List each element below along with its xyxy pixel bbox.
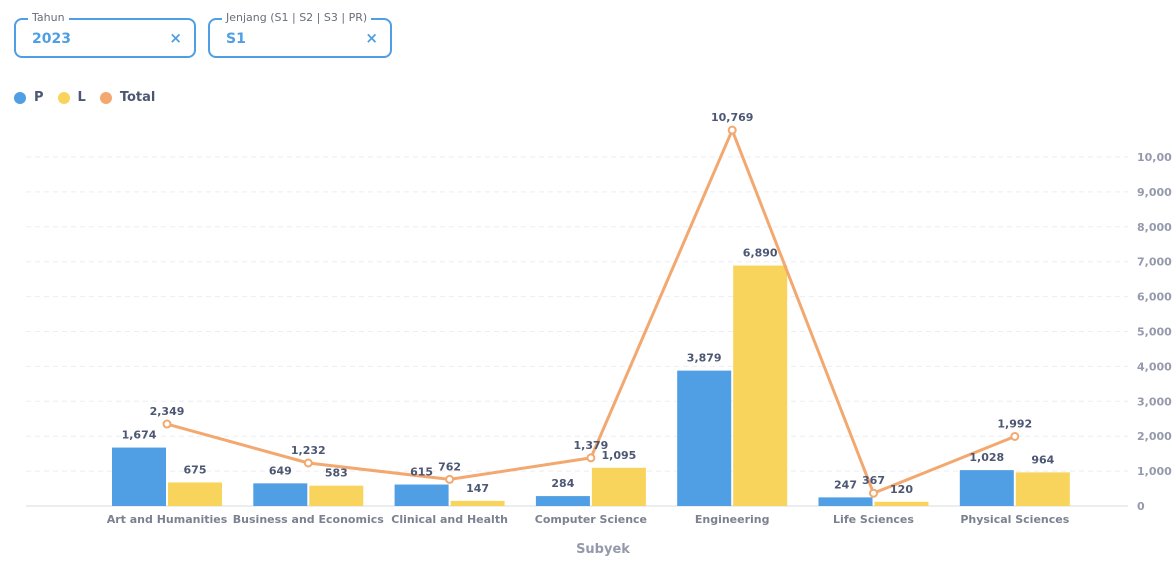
- bar-l: [450, 500, 505, 506]
- bar-l: [309, 485, 364, 506]
- legend-item-l[interactable]: L: [57, 90, 86, 105]
- level-filter[interactable]: Jenjang (S1 | S2 | S3 | PR) S1 ×: [208, 11, 392, 58]
- legend-label-p: P: [34, 90, 44, 105]
- data-label-l: 964: [1031, 453, 1054, 466]
- y-tick-label: 8,000: [1137, 221, 1172, 234]
- data-label-p: 615: [410, 466, 433, 479]
- y-tick-label: 4,000: [1137, 360, 1172, 373]
- data-label-l: 1,095: [602, 449, 637, 462]
- y-tick-label: 1,000: [1137, 465, 1172, 478]
- y-tick-label: 6,000: [1137, 291, 1172, 304]
- x-tick-label: Computer Science: [535, 513, 647, 526]
- bar-p: [394, 484, 449, 506]
- x-tick-label: Business and Economics: [233, 513, 384, 526]
- bar-l: [168, 482, 222, 506]
- y-tick-label: 9,000: [1137, 186, 1172, 199]
- year-filter[interactable]: Tahun 2023 ×: [14, 11, 196, 58]
- point-total: [727, 125, 737, 135]
- x-tick-label: Clinical and Health: [391, 513, 508, 526]
- year-filter-value: 2023: [32, 31, 71, 47]
- y-tick-label: 10,000: [1137, 151, 1172, 164]
- legend-label-l: L: [77, 90, 86, 105]
- data-label-total: 2,349: [150, 405, 185, 418]
- data-label-p: 1,674: [122, 429, 157, 442]
- y-tick-label: 0: [1137, 500, 1145, 513]
- level-filter-value: S1: [226, 31, 246, 47]
- point-total: [162, 419, 172, 429]
- data-label-p: 3,879: [687, 352, 722, 365]
- data-label-l: 675: [184, 463, 207, 476]
- legend-item-total[interactable]: Total: [99, 90, 156, 105]
- y-tick-label: 5,000: [1137, 326, 1172, 339]
- clear-year-icon[interactable]: ×: [169, 29, 182, 47]
- clear-level-icon[interactable]: ×: [365, 29, 378, 47]
- data-label-l: 120: [890, 483, 913, 496]
- bar-l: [874, 501, 929, 506]
- bar-l: [733, 265, 788, 506]
- point-total: [869, 488, 878, 498]
- point-total: [303, 458, 313, 468]
- x-tick-label: Engineering: [695, 513, 770, 526]
- point-total: [445, 474, 455, 484]
- point-total: [1010, 431, 1020, 441]
- x-axis-title: Subyek: [576, 542, 630, 557]
- x-tick-label: Physical Sciences: [960, 513, 1069, 526]
- legend-label-total: Total: [119, 90, 156, 105]
- data-label-l: 6,890: [743, 247, 778, 260]
- legend-dot-p: [14, 91, 26, 104]
- x-tick-label: Art and Humanities: [107, 513, 228, 526]
- data-label-p: 247: [834, 478, 857, 491]
- y-tick-label: 2,000: [1137, 430, 1172, 443]
- data-label-p: 1,028: [969, 451, 1004, 464]
- legend-dot-total: [99, 91, 112, 104]
- bar-p: [253, 483, 308, 506]
- data-label-p: 649: [269, 464, 292, 477]
- bar-p: [959, 470, 1014, 506]
- point-total: [586, 453, 596, 463]
- data-label-total: 762: [438, 460, 461, 473]
- data-label-total: 10,769: [711, 111, 753, 124]
- bar-p: [535, 496, 590, 506]
- year-filter-label: Tahun: [28, 11, 69, 24]
- data-label-l: 147: [466, 482, 489, 495]
- bar-p: [677, 370, 732, 506]
- bar-l: [591, 467, 646, 506]
- y-tick-label: 7,000: [1137, 256, 1172, 269]
- data-label-p: 284: [551, 477, 574, 490]
- data-label-total: 1,232: [291, 444, 326, 457]
- y-tick-label: 3,000: [1137, 395, 1172, 408]
- bar-p: [112, 447, 166, 506]
- legend-item-p[interactable]: P: [14, 90, 44, 105]
- data-label-l: 583: [325, 467, 348, 480]
- bar-l: [1015, 472, 1070, 506]
- x-tick-label: Life Sciences: [833, 513, 914, 526]
- data-label-total: 1,992: [997, 417, 1032, 430]
- legend-dot-l: [57, 91, 70, 104]
- data-label-total: 367: [862, 474, 885, 487]
- bar-p: [818, 497, 873, 506]
- chart-legend: P L Total: [14, 90, 155, 105]
- data-label-total: 1,379: [574, 439, 609, 452]
- level-filter-label: Jenjang (S1 | S2 | S3 | PR): [222, 11, 372, 24]
